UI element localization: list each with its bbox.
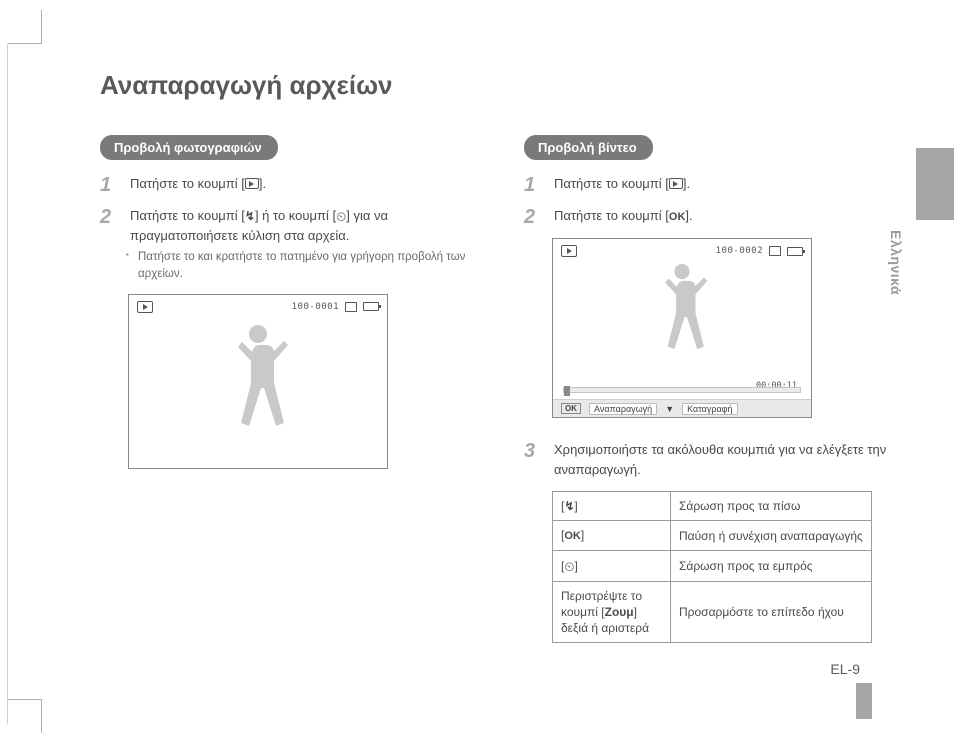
play-button-icon (669, 178, 683, 189)
play-mode-icon (561, 245, 577, 257)
flash-icon: ↯ (564, 498, 574, 514)
battery-icon (363, 302, 379, 311)
video-step-2: 2 Πατήστε το κουμπί [OK]. (524, 206, 894, 228)
card-icon (345, 302, 357, 312)
text: ]. (259, 176, 266, 191)
text: Σάρωση προς τα εμπρός (671, 551, 872, 582)
page-title: Αναπαραγωγή αρχείων (100, 70, 894, 101)
table-row: [↯] Σάρωση προς τα πίσω (553, 492, 872, 521)
table-row: [⏲] Σάρωση προς τα εμπρός (553, 551, 872, 582)
video-lcd-preview: 100-0002 00:00:11 OK Αναπαραγωγή ▼ Καταγ… (552, 238, 812, 418)
text: ] (574, 559, 577, 573)
text: Προσαρμόστε το επίπεδο ήχου (671, 581, 872, 643)
lcd-footer-bar: OK Αναπαραγωγή ▼ Καταγραφή (553, 399, 811, 417)
text: ]. (685, 208, 692, 223)
down-icon: ▼ (665, 404, 674, 414)
ok-icon: OK (561, 403, 581, 414)
step-number: 1 (100, 174, 122, 196)
timer-icon: ⏲ (564, 558, 574, 576)
text: ] (574, 499, 577, 513)
text: Χρησιμοποιήστε τα ακόλουθα κουμπιά για ν… (554, 440, 894, 479)
photos-column: Προβολή φωτογραφιών 1 Πατήστε το κουμπί … (100, 135, 470, 643)
text: Πατήστε το κουμπί [ (130, 176, 245, 191)
card-icon (769, 246, 781, 256)
battery-icon (787, 247, 803, 256)
step-number: 2 (100, 206, 122, 284)
play-button-icon (245, 178, 259, 189)
photos-step-2: 2 Πατήστε το κουμπί [↯] ή το κουμπί [⏲] … (100, 206, 470, 284)
side-tab-block (916, 148, 954, 220)
text: Σάρωση προς τα πίσω (671, 492, 872, 521)
lcd-counter: 100-0001 (292, 302, 339, 312)
text: ]. (683, 176, 690, 191)
page-content: Αναπαραγωγή αρχείων Προβολή φωτογραφιών … (100, 70, 894, 699)
lcd-counter: 100-0002 (716, 246, 763, 256)
controls-table: [↯] Σάρωση προς τα πίσω [OK] Παύση ή συν… (552, 491, 872, 643)
video-column: Προβολή βίντεο 1 Πατήστε το κουμπί []. 2… (524, 135, 894, 643)
text: Πατήστε το κουμπί [ (130, 208, 245, 223)
text: Παύση ή συνέχιση αναπαραγωγής (671, 521, 872, 551)
photos-step-2-sub: Πατήστε το και κρατήστε το πατημένο για … (130, 249, 470, 284)
text: ] (581, 528, 584, 542)
step-number: 2 (524, 206, 546, 228)
photos-step-1: 1 Πατήστε το κουμπί []. (100, 174, 470, 196)
ok-icon: OK (669, 211, 686, 223)
step-number: 3 (524, 440, 546, 479)
flash-icon: ↯ (245, 207, 255, 225)
crop-mark-tl (8, 10, 42, 44)
video-step-3: 3 Χρησιμοποιήστε τα ακόλουθα κουμπιά για… (524, 440, 894, 479)
silhouette-figure (218, 319, 298, 459)
table-row: Περιστρέψτε το κουμπί [Ζουμ] δεξιά ή αρι… (553, 581, 872, 643)
photo-lcd-preview: 100-0001 (128, 294, 388, 469)
silhouette-figure (642, 259, 722, 377)
play-mode-icon (137, 301, 153, 313)
photos-heading-pill: Προβολή φωτογραφιών (100, 135, 278, 160)
text: Πατήστε το κουμπί [ (554, 176, 669, 191)
video-heading-pill: Προβολή βίντεο (524, 135, 653, 160)
table-row: [OK] Παύση ή συνέχιση αναπαραγωγής (553, 521, 872, 551)
foot-play-label: Αναπαραγωγή (589, 403, 657, 415)
text: Πατήστε το κουμπί [ (554, 208, 669, 223)
timer-icon: ⏲ (336, 207, 346, 227)
foot-capture-label: Καταγραφή (682, 403, 737, 415)
ok-icon: OK (564, 530, 581, 542)
zoom-label: Ζουμ (605, 605, 634, 619)
video-step-1: 1 Πατήστε το κουμπί []. (524, 174, 894, 196)
step-number: 1 (524, 174, 546, 196)
text: ] ή το κουμπί [ (255, 208, 336, 223)
video-progress-bar (563, 387, 801, 393)
crop-mark-bl (8, 699, 42, 733)
